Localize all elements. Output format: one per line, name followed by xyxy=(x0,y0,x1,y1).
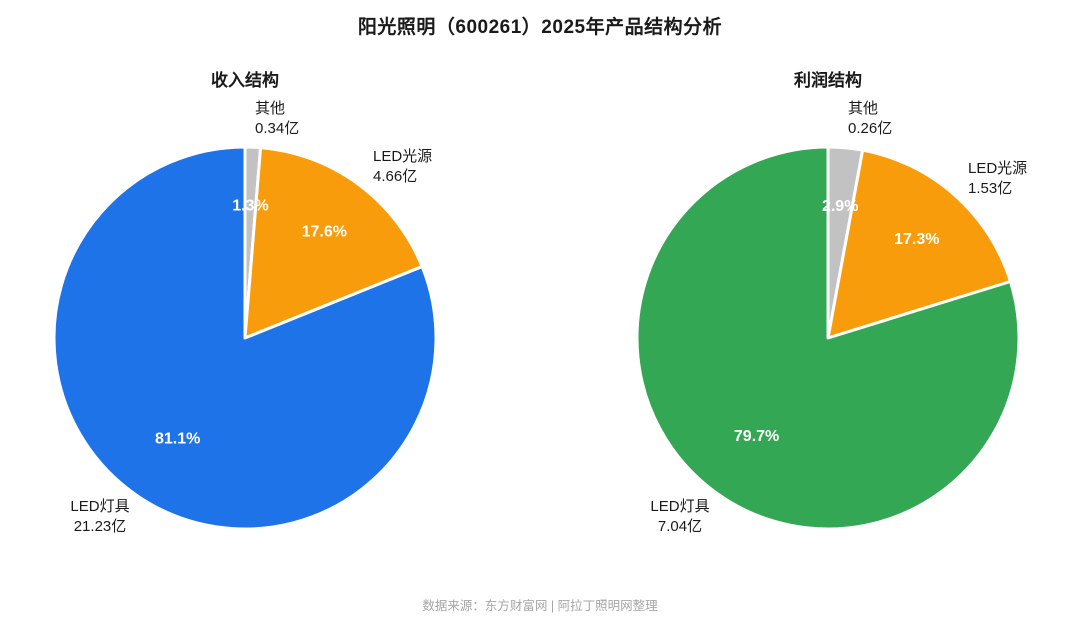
pie-slice-led-lamps xyxy=(635,145,1021,531)
slice-value: 7.04亿 xyxy=(657,517,703,535)
pie-slice-led-lamps xyxy=(52,145,438,531)
slice-label: 其他 xyxy=(848,100,879,117)
slice-label: LED光源 xyxy=(968,160,1028,177)
slice-label: 其他 xyxy=(255,100,286,117)
profit-structure-chart: 利润结构 2.9% 17.3% 79.7% 其他 0.26亿 LED光源 1.53亿… xyxy=(588,60,1068,560)
callout-led-light-source: LED光源 4.66亿 xyxy=(373,146,432,187)
pie-pct-label-other: 1.3% xyxy=(232,197,268,214)
callout-led-lamps: LED灯具 7.04亿 xyxy=(600,496,760,537)
pie-pct-label-led-lamps: 79.7% xyxy=(734,428,779,445)
pie-pct-label-led-lamps: 81.1% xyxy=(155,431,200,448)
page-title: 阳光照明（600261）2025年产品结构分析 xyxy=(357,17,723,38)
pie-pct-label-led-light-source: 17.6% xyxy=(302,223,347,240)
data-source-note: 数据来源：东方财富网 | 阿拉丁照明网整理 xyxy=(422,599,658,613)
slice-value: 0.34亿 xyxy=(255,119,300,137)
slice-label: LED灯具 xyxy=(650,498,710,515)
callout-led-lamps: LED灯具 21.23亿 xyxy=(20,496,180,537)
slice-label: LED光源 xyxy=(373,148,433,165)
slice-value: 4.66亿 xyxy=(373,167,418,185)
callout-led-light-source: LED光源 1.53亿 xyxy=(968,158,1027,199)
profit-chart-subtitle: 利润结构 xyxy=(794,71,862,90)
pie-slice-led-light-source xyxy=(826,148,1012,340)
slice-label: LED灯具 xyxy=(70,498,130,515)
pie-pct-label-other: 2.9% xyxy=(822,198,858,215)
slice-value: 0.26亿 xyxy=(848,119,893,137)
revenue-pie: 1.3% 17.6% 81.1% xyxy=(52,145,438,531)
slice-value: 21.23亿 xyxy=(73,517,127,535)
pie-slice-led-light-source xyxy=(243,146,424,340)
callout-other: 其他 0.34亿 xyxy=(255,98,299,139)
pie-pct-label-led-light-source: 17.3% xyxy=(894,231,939,248)
slice-value: 1.53亿 xyxy=(968,179,1013,197)
profit-pie: 2.9% 17.3% 79.7% xyxy=(635,145,1021,531)
revenue-structure-chart: 收入结构 1.3% 17.6% 81.1% 其他 0.34亿 LED光源 4.66亿… xyxy=(5,60,485,560)
revenue-chart-subtitle: 收入结构 xyxy=(211,71,279,90)
callout-other: 其他 0.26亿 xyxy=(848,98,892,139)
